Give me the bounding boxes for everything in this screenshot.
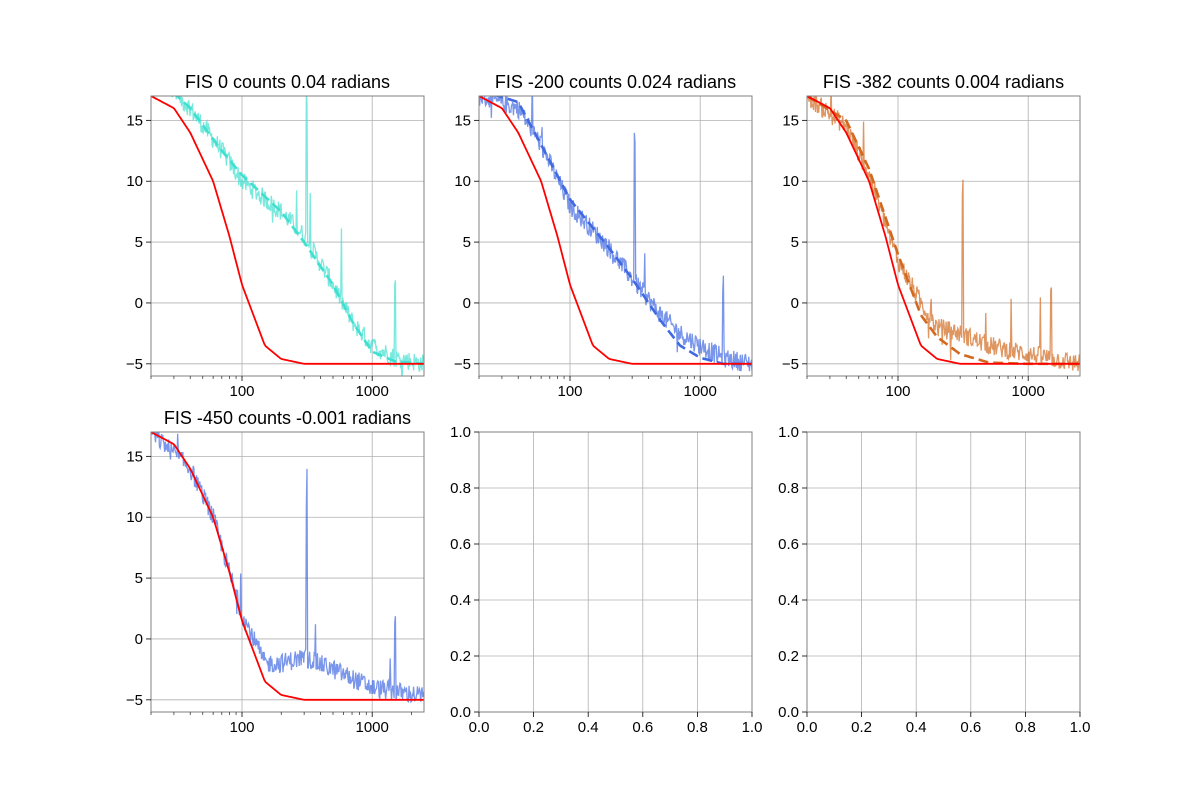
y-tick-label: 0: [463, 295, 471, 312]
subplot-4: 100 1000 −5 0 5 10 15 FIS -450 counts -0.001 ra…: [126, 408, 425, 736]
subplot-3: 100 1000 −5 0 5 10 15 FIS -382 counts 0.004 rad…: [782, 72, 1081, 400]
y-tick-label: 15: [126, 112, 143, 129]
y-tick-label: 15: [454, 112, 471, 129]
x-tick-label: 100: [557, 383, 582, 400]
y-tick-label: 10: [126, 173, 143, 190]
x-tick-label: 0.8: [1015, 719, 1036, 736]
y-tick-label: −5: [454, 356, 471, 373]
y-tick-label: 0.2: [450, 648, 471, 665]
y-tick-label: 0.6: [778, 536, 799, 553]
axes-frame: [806, 431, 1081, 713]
line-model: [479, 96, 752, 365]
x-tick-label: 0.0: [469, 719, 490, 736]
subplot-title: FIS -200 counts 0.024 radians: [495, 72, 736, 92]
axes-frame: [478, 431, 753, 713]
series-group: [479, 96, 752, 372]
axes-frame: [150, 95, 425, 377]
y-tick-label: 10: [454, 173, 471, 190]
y-tick-label: 5: [463, 234, 471, 251]
y-tick-label: 1.0: [778, 424, 799, 441]
y-tick-label: 0.8: [778, 480, 799, 497]
line-model: [807, 96, 1080, 365]
y-tick-label: 5: [135, 234, 143, 251]
x-tick-label: 100: [229, 719, 254, 736]
line-fit: [494, 96, 752, 366]
x-tick-label: 1000: [684, 383, 717, 400]
line-model: [151, 96, 424, 365]
y-tick-label: 0: [135, 631, 143, 648]
subplot-5: 0.0 0.2 0.4 0.6 0.8 1.0 0.0 0.2 0.4 0.6 0.8 1.0: [450, 424, 762, 736]
y-tick-label: 0.0: [778, 704, 799, 721]
y-tick-label: 15: [782, 112, 799, 129]
data-line-data: [151, 432, 424, 704]
x-tick-label: 0.4: [578, 719, 599, 736]
x-tick-label: 1000: [356, 383, 389, 400]
axes-frame: [806, 95, 1081, 377]
y-tick-label: 10: [126, 509, 143, 526]
x-tick-label: 100: [885, 383, 910, 400]
axes-frame: [478, 95, 753, 377]
subplot-6: 0.0 0.2 0.4 0.6 0.8 1.0 0.0 0.2 0.4 0.6 0.8 1.0: [778, 424, 1090, 736]
x-tick-label: 1000: [356, 719, 389, 736]
axes-frame: [150, 431, 425, 713]
y-tick-label: 5: [791, 234, 799, 251]
x-tick-label: 0.6: [960, 719, 981, 736]
x-tick-label: 0.8: [687, 719, 708, 736]
subplot-title: FIS 0 counts 0.04 radians: [185, 72, 390, 92]
data-line-data: [479, 96, 752, 372]
y-tick-label: 0.4: [450, 592, 471, 609]
y-tick-label: 0.8: [450, 480, 471, 497]
line-fit: [807, 96, 1080, 366]
y-tick-label: −5: [126, 356, 143, 373]
y-tick-label: 1.0: [450, 424, 471, 441]
series-group: [151, 432, 424, 704]
x-tick-label: 0.2: [851, 719, 872, 736]
x-tick-label: 1.0: [1070, 719, 1091, 736]
y-tick-label: 0.2: [778, 648, 799, 665]
series-group: [151, 96, 424, 376]
y-tick-label: 0: [791, 295, 799, 312]
subplot-title: FIS -382 counts 0.004 radians: [823, 72, 1064, 92]
y-tick-label: 0.0: [450, 704, 471, 721]
y-tick-label: 5: [135, 570, 143, 587]
x-tick-label: 1000: [1012, 383, 1045, 400]
line-model: [151, 432, 424, 701]
y-tick-label: 0: [135, 295, 143, 312]
line-fit: [175, 96, 424, 366]
series-group: [807, 96, 1080, 372]
y-tick-label: −5: [126, 692, 143, 709]
y-tick-label: 0.4: [778, 592, 799, 609]
x-tick-label: 0.2: [523, 719, 544, 736]
subplot-1: 100 1000 −5 0 5 10 15 FIS 0 counts 0.04 radians: [126, 72, 425, 400]
y-tick-label: 15: [126, 448, 143, 465]
subplot-2: 100 1000 −5 0 5 10 15 FIS -200 counts 0.024 rad…: [454, 72, 753, 400]
data-line-data: [807, 96, 1080, 372]
x-tick-label: 0.4: [906, 719, 927, 736]
x-tick-label: 1.0: [742, 719, 763, 736]
y-tick-label: 10: [782, 173, 799, 190]
x-tick-label: 0.0: [797, 719, 818, 736]
y-tick-label: −5: [782, 356, 799, 373]
data-line-data: [171, 96, 424, 376]
y-tick-label: 0.6: [450, 536, 471, 553]
x-tick-label: 100: [229, 383, 254, 400]
subplot-title: FIS -450 counts -0.001 radians: [164, 408, 411, 428]
x-tick-label: 0.6: [632, 719, 653, 736]
